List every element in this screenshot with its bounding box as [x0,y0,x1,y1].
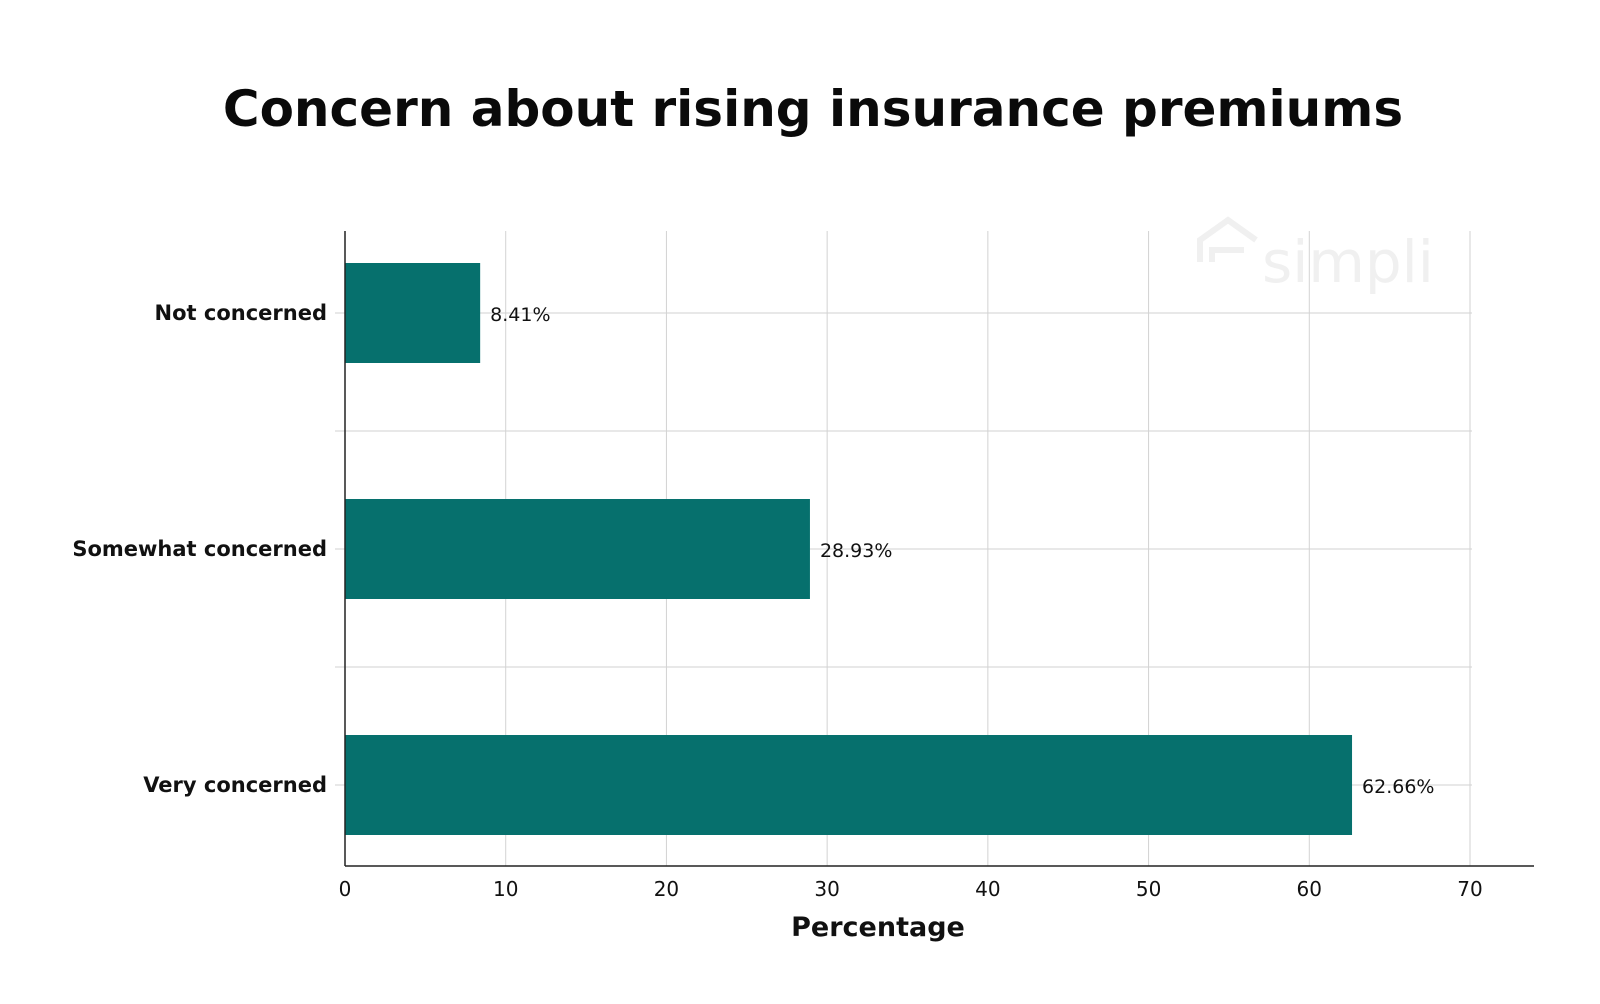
category-label-0: Not concerned [155,301,327,325]
x-tick-labels: 0 10 20 30 40 50 60 70 [339,877,1483,901]
house-icon [1197,216,1258,262]
x-tick-label-10: 10 [493,877,518,901]
x-tick-label-20: 20 [654,877,679,901]
bar-0 [345,263,481,363]
x-axis-title: Percentage [791,912,965,943]
bar-1 [345,499,810,599]
watermark-logo: simpli [1197,216,1434,296]
value-label-2: 62.66% [1362,776,1434,798]
x-tick-label-50: 50 [1136,877,1161,901]
category-label-2: Very concerned [143,773,327,797]
x-tick-label-30: 30 [814,877,839,901]
category-labels: Not concerned Somewhat concerned Very conc… [72,301,327,797]
category-label-1: Somewhat concerned [72,537,327,561]
bar-2 [345,735,1353,835]
x-tick-label-60: 60 [1297,877,1322,901]
bars [345,263,1353,835]
x-tick-label-70: 70 [1457,877,1482,901]
value-labels: 8.41% 28.93% 62.66% [490,304,1434,798]
chart-title: Concern about rising insurance premiums [223,80,1403,138]
x-tick-label-40: 40 [975,877,1000,901]
value-label-1: 28.93% [820,540,892,562]
watermark-text: simpli [1262,228,1434,296]
value-label-0: 8.41% [490,304,550,326]
x-tick-label-0: 0 [339,877,352,901]
